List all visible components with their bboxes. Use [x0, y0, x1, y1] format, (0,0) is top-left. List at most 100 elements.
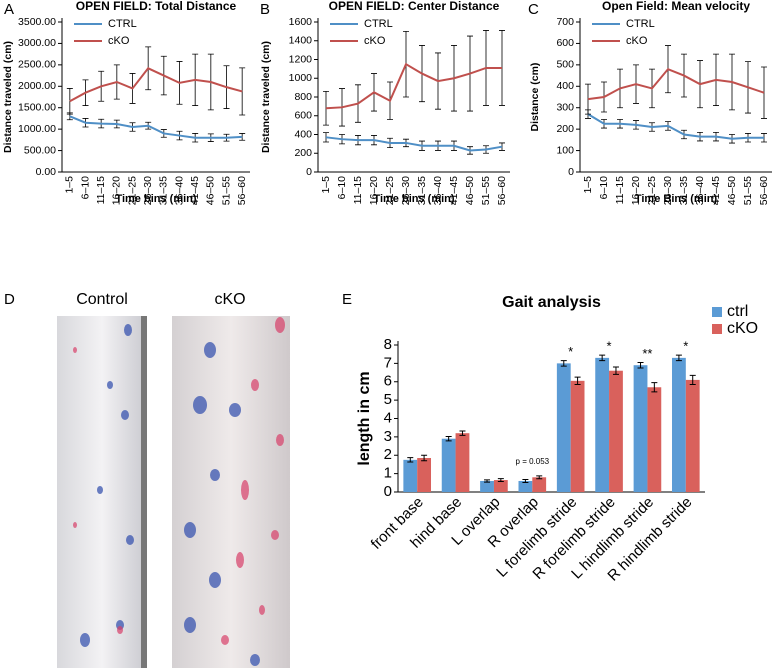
x-tick-label: 31–35	[416, 176, 428, 205]
legend-label: CTRL	[364, 18, 393, 30]
legend-swatch	[712, 324, 722, 334]
bar	[633, 365, 648, 492]
y-tick-label: 0	[384, 483, 392, 500]
y-tick-label: 0.00	[36, 166, 57, 178]
error-bar	[536, 475, 543, 480]
footprint-photo	[57, 316, 290, 668]
series-line	[69, 115, 243, 139]
x-tick-label: 31–35	[678, 176, 690, 205]
x-tick-label: 6–10	[598, 176, 610, 200]
error-bar	[761, 66, 767, 119]
x-tick-label: 46–50	[726, 176, 738, 205]
y-tick-label: 0	[306, 166, 312, 178]
y-tick-label: 600	[294, 110, 312, 122]
x-tick-label: 56–60	[236, 176, 248, 205]
y-tick-label: 1000	[289, 72, 313, 84]
x-tick-label: 51–55	[220, 176, 232, 205]
x-tick-label: 51–55	[742, 176, 754, 205]
y-tick-label: 4	[384, 409, 392, 426]
panel-label: A	[4, 1, 14, 18]
x-tick-label: 41–45	[189, 176, 201, 205]
bar	[556, 363, 571, 492]
legend-label: cKO	[727, 320, 758, 337]
y-tick-label: 500.00	[24, 144, 56, 156]
y-tick-label: 2500.00	[18, 59, 56, 71]
series-line	[587, 67, 765, 101]
bar	[493, 480, 508, 492]
panel-label: C	[528, 1, 539, 18]
annotation: *	[683, 339, 688, 354]
error-bar	[239, 67, 246, 116]
y-tick-label: 3500.00	[18, 16, 56, 28]
bar	[403, 459, 418, 492]
chart-title: OPEN FIELD: Center Distance	[329, 0, 500, 13]
error-bar	[239, 133, 246, 141]
error-bar	[66, 88, 73, 115]
x-tick-label: 46–50	[205, 176, 217, 205]
legend-label: cKO	[108, 35, 130, 47]
annotation: *	[607, 339, 612, 354]
error-bar	[484, 479, 491, 483]
error-bar	[560, 360, 567, 367]
error-bar	[689, 374, 696, 386]
photo-label: Control	[76, 291, 128, 308]
error-bar	[445, 436, 452, 442]
error-bar	[407, 457, 414, 463]
y-tick-label: 100	[556, 144, 574, 156]
y-tick-label: 2000.00	[18, 80, 56, 92]
x-tick-label: 56–60	[496, 176, 508, 205]
y-tick-label: 1600	[289, 16, 313, 28]
y-tick-label: 400	[556, 80, 574, 92]
bar	[532, 477, 547, 492]
x-tick-label: 41–45	[448, 176, 460, 205]
y-axis-label: Distance traveled (cm)	[2, 41, 14, 153]
y-tick-label: 5	[384, 391, 392, 408]
chart-title: OPEN FIELD: Total Distance	[76, 0, 237, 13]
legend-label: cKO	[626, 35, 648, 47]
x-tick-label: 6–10	[336, 176, 348, 200]
series-line	[325, 136, 503, 152]
x-tick-label: 6–10	[79, 176, 91, 200]
x-tick-label: 31–35	[158, 176, 170, 205]
x-tick-label: 36–40	[432, 176, 444, 205]
y-tick-label: 3000.00	[18, 37, 56, 49]
chart-title: Gait analysis	[502, 294, 601, 311]
x-tick-label: 16–20	[111, 176, 123, 205]
x-tick-label: 51–55	[480, 176, 492, 205]
error-bar	[522, 479, 529, 483]
x-tick-label: 41–45	[710, 176, 722, 205]
y-axis-label: Distance traveled (cm)	[260, 41, 272, 153]
y-tick-label: 6	[384, 373, 392, 390]
x-axis-label: Time Bins (min)	[635, 193, 718, 205]
x-tick-label: 26–30	[400, 176, 412, 205]
error-bar	[675, 354, 682, 362]
y-tick-label: 600	[556, 37, 574, 49]
legend-label: CTRL	[626, 18, 655, 30]
bar	[570, 380, 585, 492]
error-bar	[585, 83, 591, 115]
panel-label: E	[342, 291, 352, 308]
y-tick-label: 0	[568, 166, 574, 178]
series-line	[587, 113, 764, 140]
x-tick-label: 36–40	[694, 176, 706, 205]
bar	[595, 357, 610, 492]
y-tick-label: 1200	[289, 53, 313, 65]
x-tick-label: 46–50	[464, 176, 476, 205]
panel-label: B	[260, 1, 270, 18]
y-tick-label: 400	[294, 128, 312, 140]
annotation: **	[642, 346, 652, 361]
bar	[480, 480, 494, 492]
bar	[455, 433, 470, 492]
error-bar	[574, 376, 581, 386]
y-tick-label: 300	[556, 101, 574, 113]
y-tick-label: 7	[384, 354, 392, 371]
y-tick-label: 700	[556, 16, 574, 28]
y-axis-label: length in cm	[356, 371, 373, 465]
x-tick-label: 36–40	[173, 176, 185, 205]
x-axis-label: Time bins (min)	[115, 193, 196, 205]
error-bar	[599, 354, 606, 362]
x-tick-label: 11–15	[95, 176, 107, 205]
y-tick-label: 800	[294, 91, 312, 103]
photo-label: cKO	[214, 291, 245, 308]
chart-title: Open Field: Mean velocity	[602, 0, 750, 13]
